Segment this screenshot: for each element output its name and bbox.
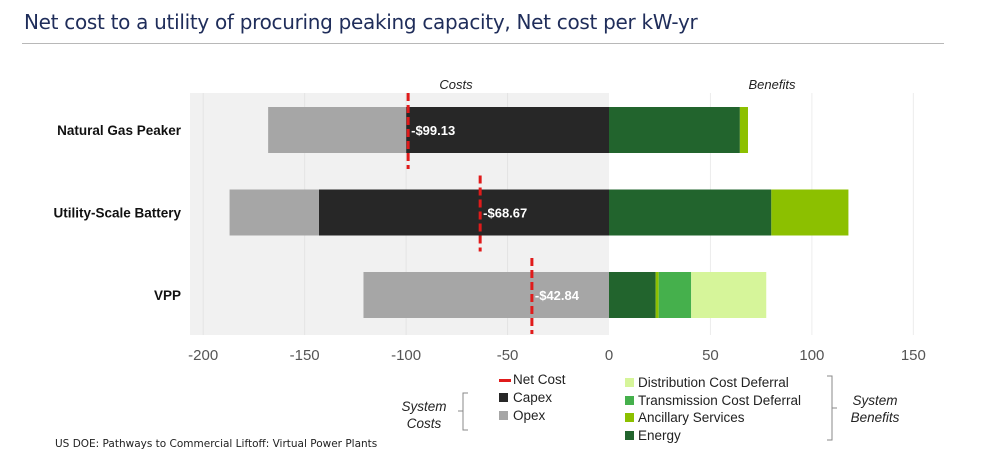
legend-label-transmission: Transmission Cost Deferral (638, 393, 801, 408)
tick-label: 0 (605, 347, 613, 364)
legend-swatch-distribution (625, 378, 634, 387)
legend-label-net: Net Cost (513, 372, 566, 387)
legend-swatch-capex (499, 393, 508, 402)
tick-label: 50 (702, 347, 719, 364)
tick-label: -50 (497, 347, 519, 364)
net-cost-label: -$42.84 (535, 288, 580, 303)
net-cost-label: -$99.13 (411, 123, 455, 138)
bar-energy (609, 189, 772, 236)
source-note: US DOE: Pathways to Commercial Liftoff: … (55, 438, 378, 450)
legend-label-ancillary: Ancillary Services (638, 410, 745, 425)
bar-ancillary (771, 189, 849, 236)
legend-benefits-label-line1: System (852, 393, 897, 408)
title-divider (22, 43, 944, 44)
bar-capex (406, 107, 609, 153)
benefits-section-label: Benefits (749, 77, 796, 92)
legend-benefits-label-line2: Benefits (851, 410, 900, 425)
legend-label-capex: Capex (513, 390, 552, 405)
bar-ancillary (655, 272, 659, 318)
legend-costs-bracket (458, 392, 468, 431)
bar-opex (268, 107, 407, 153)
x-axis-tick-labels: -200 -150 -100 -50 0 50 100 150 (188, 347, 926, 364)
bar-energy (609, 272, 656, 318)
net-cost-markers: -$99.13 -$68.67 -$42.84 (406, 93, 580, 334)
legend-label-distribution: Distribution Cost Deferral (638, 375, 789, 390)
legend-swatch-energy (625, 431, 634, 440)
legend-swatch-opex (499, 411, 508, 420)
legend-label-opex: Opex (513, 408, 546, 423)
bar-energy (609, 107, 740, 153)
legend-swatch-ancillary (625, 413, 634, 422)
legend-swatch-transmission (625, 396, 634, 405)
tick-label: 150 (901, 347, 926, 364)
category-label: Utility-Scale Battery (53, 206, 181, 221)
bar-opex (229, 189, 319, 236)
legend-benefits-bracket (827, 375, 837, 441)
tick-label: -200 (188, 347, 218, 364)
tick-label: -150 (290, 347, 320, 364)
bars (229, 107, 849, 318)
bar-transmission (658, 272, 692, 318)
bar-distribution (691, 272, 767, 318)
legend-costs-label-line2: Costs (407, 416, 442, 431)
category-label: Natural Gas Peaker (57, 123, 182, 138)
costs-section-label: Costs (439, 77, 473, 92)
category-labels: Natural Gas Peaker Utility-Scale Battery V… (53, 123, 181, 303)
tick-label: -100 (391, 347, 421, 364)
legend-label-energy: Energy (638, 428, 681, 443)
net-cost-label: -$68.67 (483, 206, 527, 221)
bar-opex (363, 272, 609, 318)
tick-label: 100 (799, 347, 824, 364)
page-title: Net cost to a utility of procuring peaki… (24, 10, 698, 34)
bar-capex (318, 189, 609, 236)
legend: System Costs Net Cost Capex Opex Distribution… (401, 372, 899, 443)
category-label: VPP (154, 288, 181, 303)
legend-costs-label-line1: System (401, 399, 446, 414)
legend-swatch-net (499, 379, 511, 382)
bar-ancillary (739, 107, 748, 153)
